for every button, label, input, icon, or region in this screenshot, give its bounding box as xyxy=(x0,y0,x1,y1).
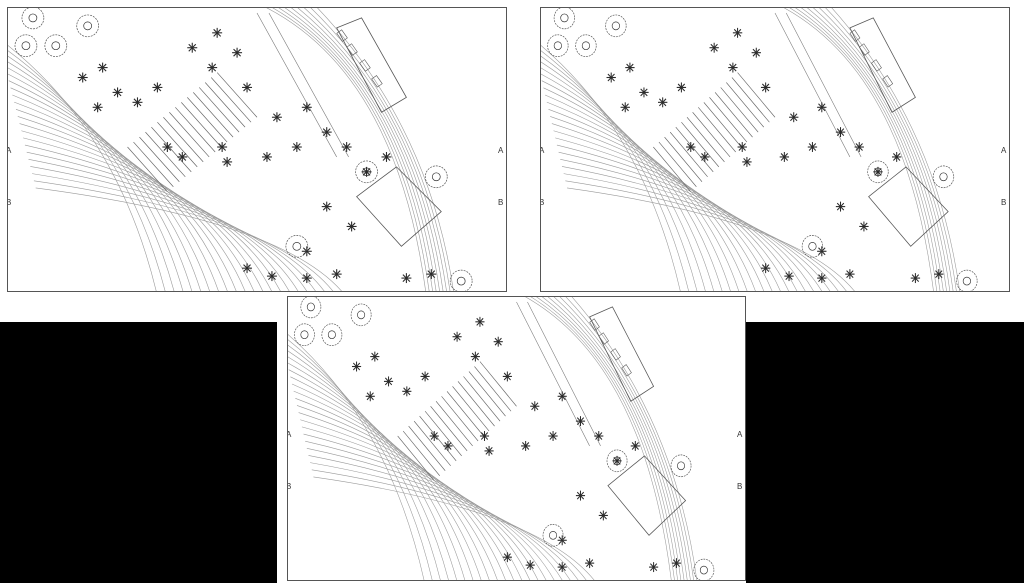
building-outlines xyxy=(774,12,949,247)
tree-symbols xyxy=(351,316,682,573)
large-tree-symbols xyxy=(294,297,715,580)
contour-lines xyxy=(541,8,960,291)
building-outlines xyxy=(516,301,687,536)
tree-symbols xyxy=(77,27,437,284)
tree-symbols xyxy=(606,27,944,284)
section-marker-a-right: A xyxy=(1001,146,1007,155)
site-plan-sheet-top-left: A B A B xyxy=(7,7,507,292)
contour-lines xyxy=(8,8,454,291)
large-tree-symbols xyxy=(14,8,473,291)
site-plan-drawing xyxy=(541,8,978,291)
black-panel-right xyxy=(746,322,1024,583)
site-plan-sheet-top-right: A B A B xyxy=(540,7,1010,292)
contour-lines xyxy=(288,297,698,580)
black-panel-left xyxy=(0,322,277,583)
section-marker-a-right: A xyxy=(737,430,743,439)
stair-terrace xyxy=(653,72,776,192)
site-plan-drawing xyxy=(288,297,715,580)
large-tree-symbols xyxy=(547,8,978,291)
section-marker-b-left: B xyxy=(8,198,11,207)
stair-terrace xyxy=(127,72,258,192)
section-marker-b-left: B xyxy=(288,482,291,491)
site-plan-drawing xyxy=(8,8,473,291)
section-marker-a-left: A xyxy=(541,146,544,155)
section-marker-b-right: B xyxy=(498,198,504,207)
stair-terrace xyxy=(397,361,517,481)
building-outlines xyxy=(256,12,442,247)
section-marker-b-left: B xyxy=(541,198,544,207)
section-marker-a-left: A xyxy=(288,430,291,439)
section-marker-a-left: A xyxy=(8,146,11,155)
section-marker-b-right: B xyxy=(1001,198,1007,207)
section-marker-a-right: A xyxy=(498,146,504,155)
site-plan-sheet-bottom-center: A B A B xyxy=(287,296,746,581)
section-marker-b-right: B xyxy=(737,482,743,491)
